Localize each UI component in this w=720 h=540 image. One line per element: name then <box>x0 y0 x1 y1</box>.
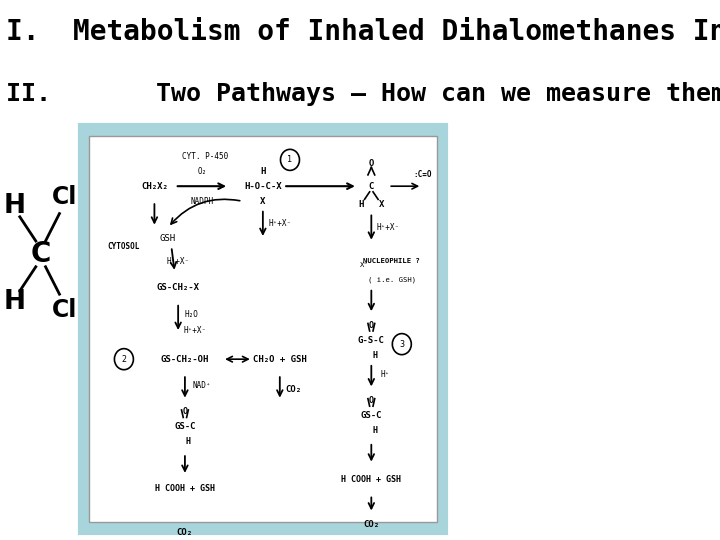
FancyBboxPatch shape <box>80 125 446 533</box>
Text: II.       Two Pathways – How can we measure them?: II. Two Pathways – How can we measure th… <box>6 82 720 106</box>
FancyBboxPatch shape <box>89 136 437 523</box>
Text: I.  Metabolism of Inhaled Dihalomethanes In Vivo:: I. Metabolism of Inhaled Dihalomethanes … <box>6 17 720 45</box>
